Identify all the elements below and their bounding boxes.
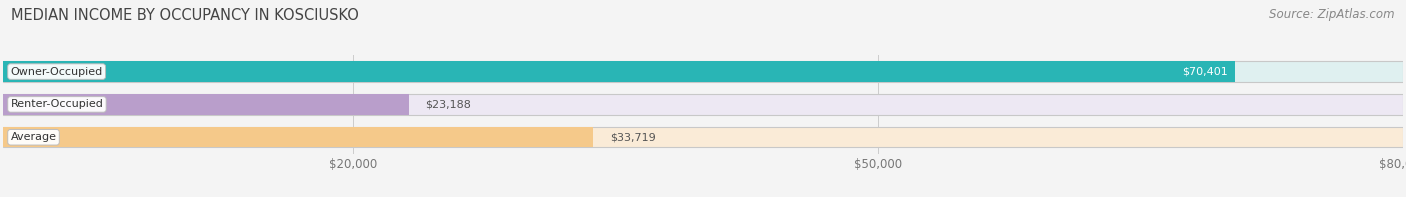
Bar bbox=[3, 127, 1403, 147]
Bar bbox=[3, 94, 409, 115]
Text: $70,401: $70,401 bbox=[1182, 67, 1229, 77]
Bar bbox=[3, 94, 1403, 115]
Text: Owner-Occupied: Owner-Occupied bbox=[10, 67, 103, 77]
Text: $33,719: $33,719 bbox=[610, 132, 655, 142]
Text: Average: Average bbox=[10, 132, 56, 142]
Bar bbox=[3, 61, 1234, 82]
Bar bbox=[3, 61, 1403, 82]
Text: $23,188: $23,188 bbox=[426, 99, 471, 109]
Text: Source: ZipAtlas.com: Source: ZipAtlas.com bbox=[1270, 8, 1395, 21]
Text: Renter-Occupied: Renter-Occupied bbox=[10, 99, 104, 109]
Bar bbox=[3, 127, 593, 147]
Text: MEDIAN INCOME BY OCCUPANCY IN KOSCIUSKO: MEDIAN INCOME BY OCCUPANCY IN KOSCIUSKO bbox=[11, 8, 359, 23]
